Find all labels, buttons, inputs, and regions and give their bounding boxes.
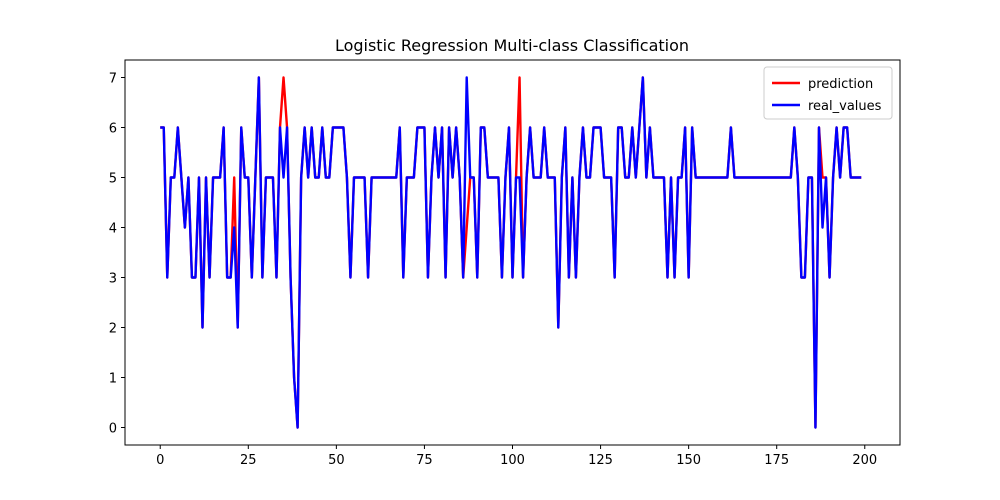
y-tick-label: 1 (109, 372, 117, 387)
series-line-real-values (160, 76, 862, 429)
legend-label-prediction: prediction (808, 77, 873, 92)
x-tick-label: 125 (588, 453, 613, 468)
x-tick-label: 175 (764, 453, 789, 468)
legend-label-real-values: real_values (808, 99, 882, 114)
chart-title: Logistic Regression Multi-class Classifi… (335, 36, 689, 55)
x-tick-label: 25 (240, 453, 257, 468)
y-tick-label: 2 (109, 322, 117, 337)
x-tick-label: 0 (156, 453, 164, 468)
y-tick-label: 7 (109, 72, 117, 87)
y-tick-label: 4 (109, 222, 117, 237)
y-tick-label: 0 (109, 422, 117, 437)
y-tick-label: 3 (109, 272, 117, 287)
x-tick-label: 200 (852, 453, 877, 468)
series-layer (160, 76, 862, 429)
x-tick-label: 150 (676, 453, 701, 468)
y-tick-label: 6 (109, 122, 117, 137)
legend: prediction real_values (763, 66, 893, 120)
y-tick-label: 5 (109, 172, 117, 187)
x-tick-label: 75 (416, 453, 433, 468)
axes-layer: 0 25 50 75 100 125 150 175 200 0 1 2 3 4 5 6 7 (109, 72, 877, 469)
x-tick-label: 100 (500, 453, 525, 468)
x-tick-label: 50 (328, 453, 345, 468)
